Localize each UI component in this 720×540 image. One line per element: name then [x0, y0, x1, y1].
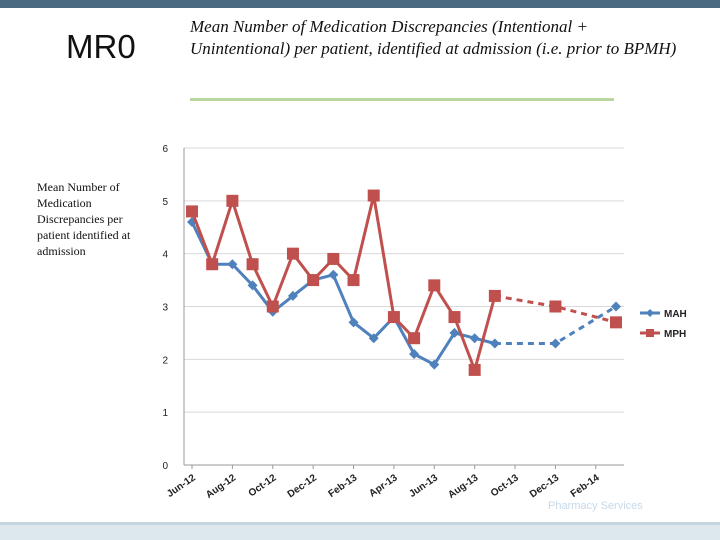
mah-data-point [348, 317, 359, 328]
x-tick-label: Jun-13 [407, 472, 440, 500]
x-tick-label: Jun-12 [165, 472, 198, 500]
x-tick-label: Apr-13 [367, 472, 400, 499]
mph-legend-marker [646, 329, 654, 337]
mph-data-point [226, 194, 239, 207]
mah-data-point [449, 327, 460, 338]
x-tick-label: Dec-13 [528, 472, 562, 500]
mph-series-projection [494, 294, 617, 324]
mph-data-point [367, 189, 380, 202]
mph-legend-label: MPH [664, 329, 686, 340]
bottom-bar-shade [0, 522, 720, 525]
mph-data-point [448, 311, 461, 324]
bottom-bar [0, 522, 720, 540]
x-tick-label: Dec-12 [286, 472, 320, 500]
y-tick-label: 5 [162, 197, 168, 208]
x-tick-label: Feb-14 [569, 472, 602, 500]
y-tick-label: 3 [162, 303, 168, 314]
x-tick-label: Feb-13 [327, 472, 360, 500]
mah-data-point [429, 359, 440, 370]
mph-data-point [488, 289, 501, 302]
mah-data-point [489, 338, 500, 349]
mph-data-point [387, 311, 400, 324]
y-tick-label: 2 [162, 355, 168, 366]
mah-data-point [368, 333, 379, 344]
mah-data-point [287, 290, 298, 301]
mah-legend-marker [646, 309, 654, 317]
mah-data-point [227, 259, 238, 270]
mph-data-point [610, 316, 622, 329]
y-tick-label: 4 [162, 250, 168, 261]
mah-series-line [190, 221, 496, 367]
mph-data-point [266, 300, 279, 313]
mph-data-point [186, 205, 198, 218]
x-tick-label: Oct-12 [247, 472, 279, 499]
mph-series-line [190, 194, 497, 372]
mph-data-point [307, 274, 320, 287]
y-tick-label: 0 [162, 461, 168, 472]
mph-data-point [246, 258, 259, 271]
y-tick-label: 6 [162, 144, 168, 155]
mah-data-point [247, 280, 258, 291]
measure-code: MR0 [66, 28, 136, 65]
mph-data-point [468, 363, 481, 376]
slide-title: Mean Number of Medication Discrepancies … [190, 17, 677, 58]
mph-data-point [549, 300, 562, 313]
y-axis-description: Mean Number of Medication Discrepancies … [37, 180, 131, 258]
x-tick-label: Aug-13 [446, 472, 480, 501]
x-tick-label: Oct-13 [489, 472, 521, 499]
mah-data-point [469, 333, 480, 344]
mah-data-point [611, 301, 621, 312]
top-bar [0, 0, 720, 8]
mah-data-point [550, 338, 561, 349]
mah-data-point [328, 269, 339, 280]
mah-legend-label: MAH [664, 309, 687, 320]
y-tick-label: 1 [162, 408, 168, 419]
watermark-text: Pharmacy Services [548, 500, 643, 512]
title-underline [190, 98, 614, 101]
line-chart: 0 1 2 3 4 5 6 Jun-12 Aug-12 Oct-12 Dec-12 Feb-13 Apr… [162, 144, 687, 501]
mph-data-point [428, 279, 441, 292]
mph-data-point [347, 274, 360, 287]
mph-data-point [327, 252, 340, 265]
mph-data-point [286, 247, 299, 260]
x-tick-label: Aug-12 [204, 472, 238, 501]
mph-data-point [206, 258, 219, 271]
mah-data-point [409, 349, 420, 360]
mph-data-point [408, 332, 421, 345]
